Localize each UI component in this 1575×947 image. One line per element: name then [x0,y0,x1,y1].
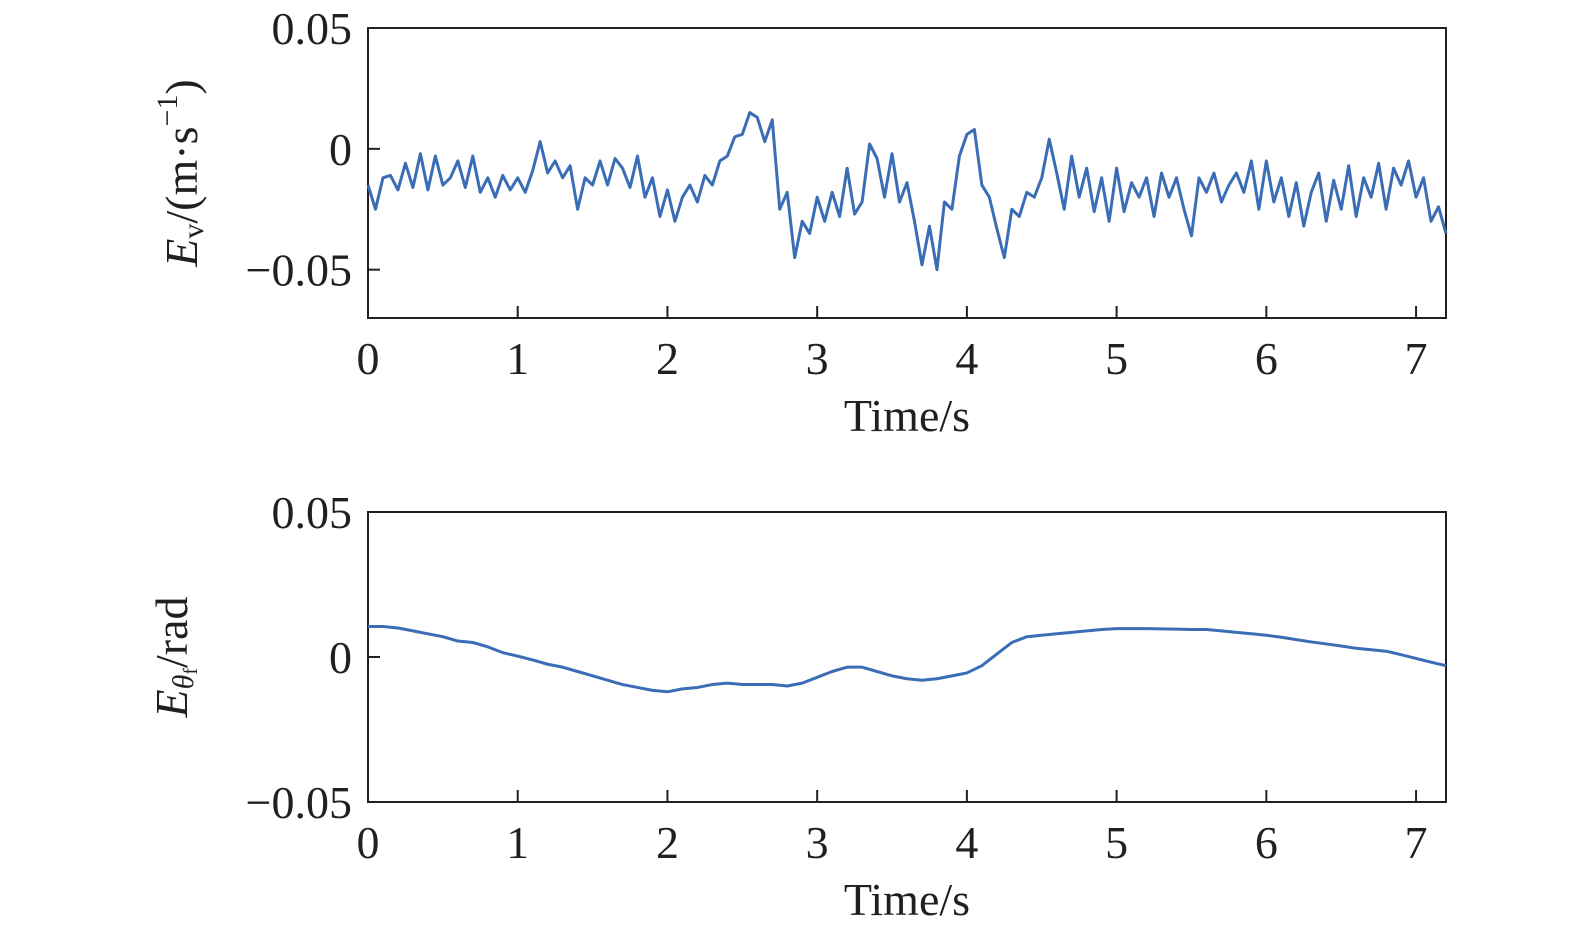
y-tick-label: 0.05 [272,487,353,538]
x-tick-label: 0 [357,333,380,384]
y-label-part: −1 [151,95,184,127]
x-tick-label: 5 [1105,333,1128,384]
y-axis-label: Eθf/rad [146,596,202,718]
x-tick-label: 4 [955,333,978,384]
x-tick-label: 3 [806,817,829,868]
x-tick-label: 7 [1405,817,1428,868]
plot-frame [367,27,1447,319]
y-label-part: v [177,224,210,239]
x-axis-label: Time/s [844,874,970,925]
x-tick-label: 1 [506,817,529,868]
x-tick-label: 7 [1405,333,1428,384]
y-label-part: θ [167,674,200,689]
y-tick-label: −0.05 [246,245,352,296]
x-tick-label: 1 [506,333,529,384]
y-label-part: ) [156,79,207,94]
x-tick-label: 6 [1255,817,1278,868]
x-tick-label: 0 [357,817,380,868]
y-label-part: /rad [146,596,197,668]
y-axis-label: Ev/(m·s−1) [151,79,210,267]
y-label-part: /(m·s [156,127,207,224]
y-label-part: f [180,668,202,675]
y-tick-label: 0 [329,124,352,175]
data-line [366,111,1448,272]
y-label-part: E [146,689,197,718]
x-tick-label: 2 [656,817,679,868]
x-axis-label: Time/s [844,390,970,441]
y-tick-label: −0.05 [246,777,352,828]
x-tick-label: 4 [955,817,978,868]
y-tick-label: 0.05 [272,3,353,54]
x-tick-label: 3 [806,333,829,384]
y-tick-label: 0 [329,632,352,683]
plot-frame [367,511,1447,803]
x-tick-label: 6 [1255,333,1278,384]
x-tick-label: 2 [656,333,679,384]
data-line [368,625,1447,694]
y-label-part: E [156,239,207,268]
x-tick-label: 5 [1105,817,1128,868]
